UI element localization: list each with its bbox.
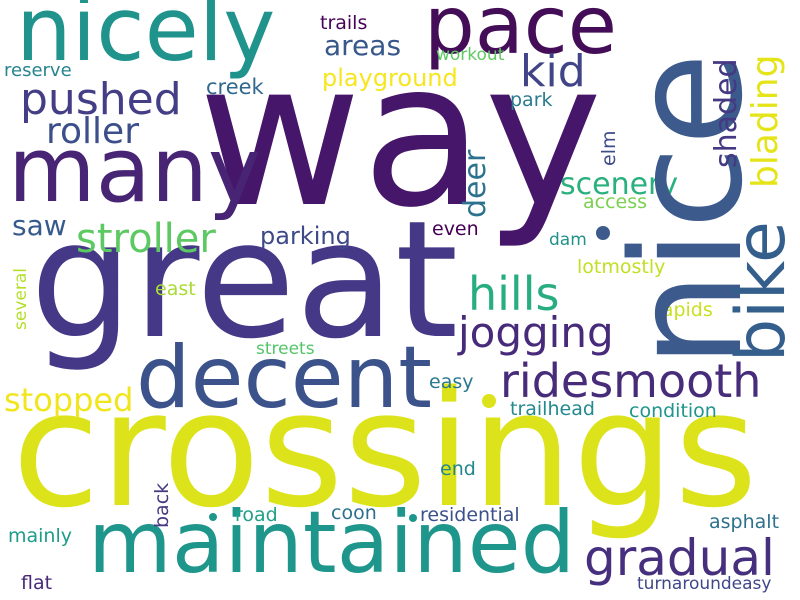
word-even: even — [432, 218, 479, 240]
word-turnaroundeasy: turnaroundeasy — [637, 574, 772, 594]
word-park: park — [510, 89, 553, 111]
word-roller: roller — [46, 111, 139, 152]
word-many: many — [8, 118, 262, 223]
word-flat: flat — [21, 572, 53, 594]
word-dam: dam — [549, 230, 587, 250]
word-nicely: nicely — [16, 0, 276, 81]
word-road: road — [235, 504, 278, 526]
word-kid: kid — [520, 46, 586, 97]
word-access: access — [583, 191, 648, 213]
dot-mark — [482, 394, 496, 408]
word-creek: creek — [206, 75, 264, 99]
word-stroller: stroller — [76, 216, 216, 262]
word-jogging: jogging — [458, 308, 614, 357]
word-pace: pace — [424, 0, 618, 72]
word-saw: saw — [12, 209, 67, 242]
word-easy: easy — [429, 371, 474, 393]
word-pushed: pushed — [20, 74, 182, 125]
word-trails: trails — [320, 12, 368, 34]
dot-mark — [596, 226, 610, 240]
word-ridesmooth: ridesmooth — [500, 354, 762, 408]
word-shaded: shaded — [709, 58, 744, 168]
word-east: east — [155, 278, 196, 300]
word-bike: bike — [722, 221, 800, 362]
dot-mark — [209, 513, 217, 521]
word-crossings: crossings — [12, 356, 758, 543]
word-coon: coon — [331, 502, 377, 524]
word-elm: elm — [598, 130, 620, 166]
word-great: great — [30, 187, 459, 375]
word-asphalt: asphalt — [709, 511, 780, 533]
word-hills: hills — [468, 267, 560, 321]
dot-mark — [409, 514, 417, 522]
word-end: end — [440, 458, 476, 480]
word-parking: parking — [260, 222, 351, 250]
word-areas: areas — [324, 29, 402, 62]
word-several: several — [11, 268, 31, 330]
word-streets: streets — [256, 339, 315, 359]
word-workout: workout — [436, 45, 505, 65]
word-decent: decent — [136, 328, 432, 428]
word-stopped: stopped — [4, 381, 134, 419]
word-maintained: maintained — [88, 493, 576, 593]
word-mainly: mainly — [8, 525, 72, 547]
word-trailhead: trailhead — [510, 398, 595, 420]
word-residential: residential — [420, 504, 520, 526]
word-back: back — [151, 482, 173, 528]
word-way: way — [198, 19, 603, 252]
word-deer: deer — [458, 149, 493, 218]
word-condition: condition — [629, 400, 717, 422]
word-gradual: gradual — [584, 529, 775, 587]
word-reserve: reserve — [4, 60, 72, 81]
word-rapids: rapids — [654, 299, 713, 321]
word-playground: playground — [322, 64, 458, 92]
word-scenery: scenery — [560, 167, 679, 202]
word-blading: blading — [745, 54, 786, 188]
word-lotmostly: lotmostly — [577, 256, 666, 278]
